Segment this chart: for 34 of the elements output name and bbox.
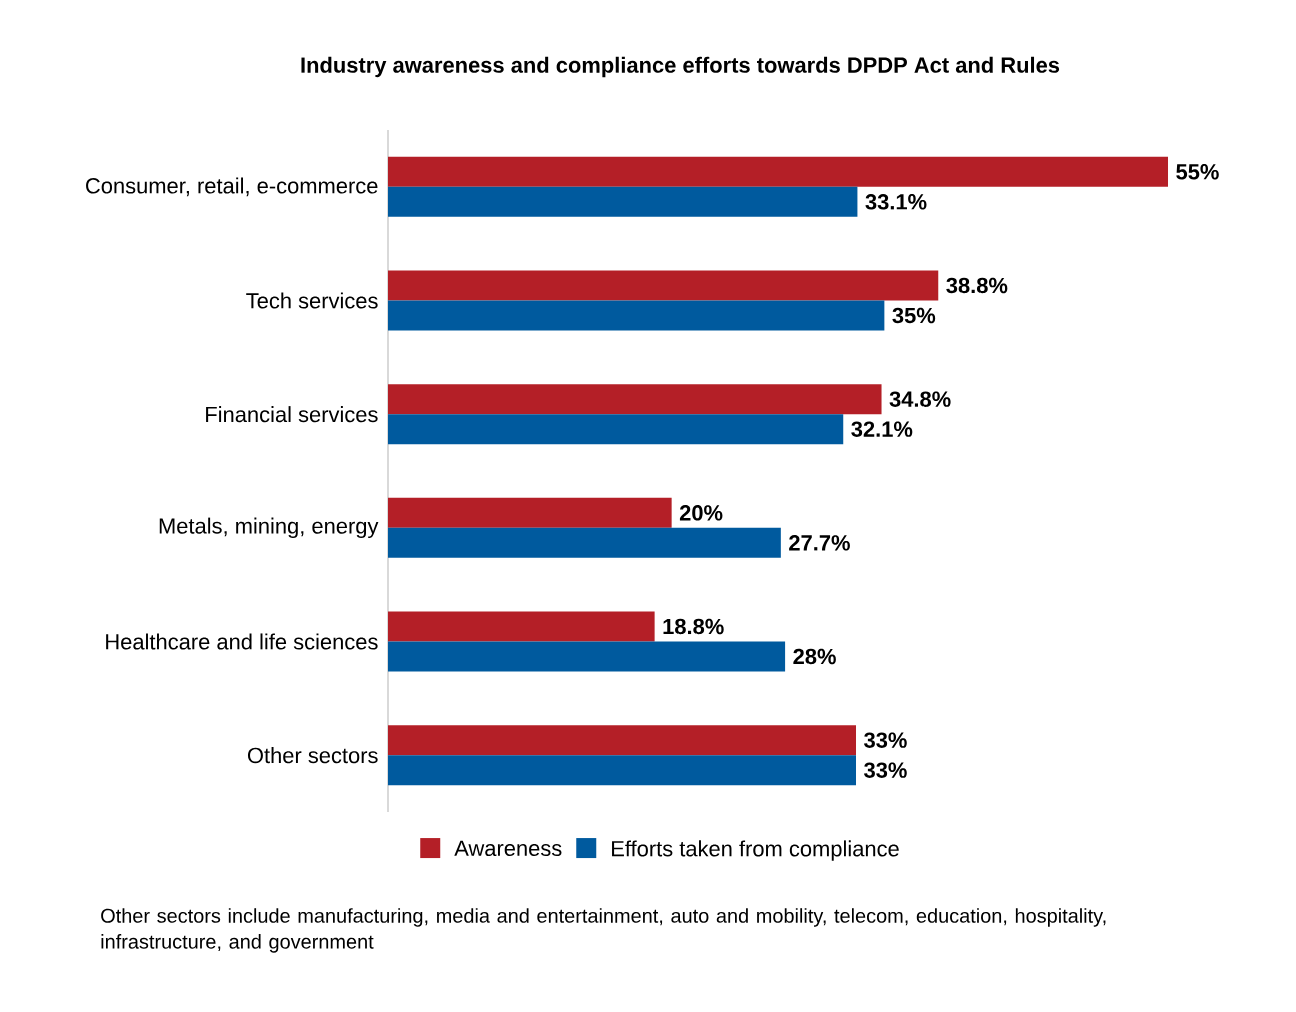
bar [388,755,856,786]
y-tick-label: Consumer, retail, e-commerce [86,177,378,197]
data-label: 34.8% [889,391,951,407]
data-label: 18.8% [663,618,724,635]
bar [388,186,858,217]
bar [388,497,672,528]
data-label: 55% [1176,164,1219,180]
y-tick-label: Financial services [206,406,378,423]
y-tick-label: Other sectors [247,747,378,764]
bar [388,270,939,301]
data-label: 33.1% [865,194,927,210]
y-tick-label: Tech services [246,292,378,309]
bar [388,300,885,331]
data-label: 32.1% [851,421,913,437]
bar [388,156,1169,187]
data-label: 27.7% [789,535,850,551]
data-label: 38.8% [946,277,1008,294]
data-label: 33% [864,762,907,778]
legend-label: Efforts taken from compliance [612,840,899,861]
bar [388,414,844,445]
data-label: 33% [864,732,907,748]
y-tick-label: Healthcare and life sciences [106,633,378,650]
data-label: 28% [793,648,836,665]
data-label: 35% [892,307,936,324]
data-label: 20% [679,505,723,521]
bar [388,641,786,672]
bar [388,384,882,415]
bar [388,725,856,756]
legend-label: Awareness [454,840,562,857]
y-tick-label: Metals, mining, energy [159,517,379,539]
text: Other sectors include manufacturing, media and entertainment, auto and mobility, telecom, education, hospitality, infrastructure, and government [101,908,1106,953]
bar [388,611,655,642]
bar [388,527,781,558]
chart-title: Industry awareness and compliance efforts towards DPDP Act and Rules [301,56,1060,78]
